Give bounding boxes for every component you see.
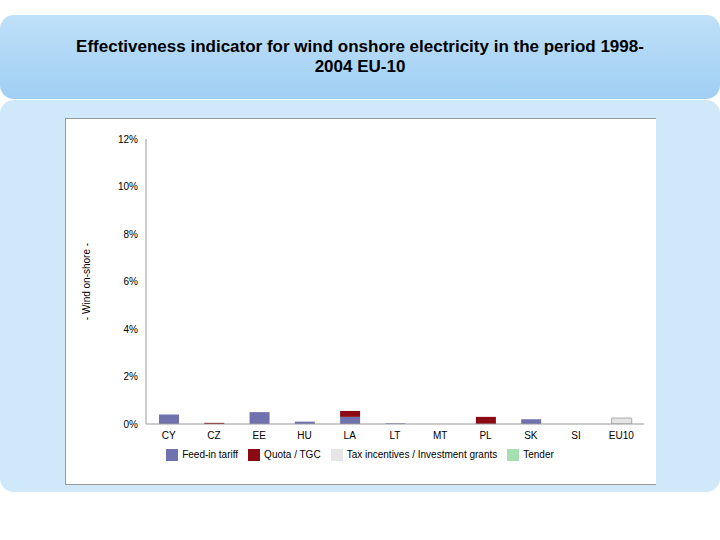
html-text:Effectiveness indicator for wi: Effectiveness indicator for wind onshore…: [76, 37, 644, 76]
svg-text:12%: 12%: [118, 134, 138, 145]
html-text:Tax incentives / Investment gr: Tax incentives / Investment grants: [346, 449, 498, 460]
svg-text:SI: SI: [571, 430, 580, 441]
svg-text:10%: 10%: [118, 181, 138, 192]
svg-text:8%: 8%: [124, 229, 139, 240]
svg-text:LA: LA: [344, 430, 357, 441]
svg-text:- Wind on-shore -: - Wind on-shore -: [81, 243, 92, 320]
svg-text:CY: CY: [162, 430, 176, 441]
html-text:Tender: Tender: [523, 449, 554, 460]
svg-text:LT: LT: [390, 430, 401, 441]
svg-text:HU: HU: [297, 430, 311, 441]
svg-text:SK: SK: [524, 430, 538, 441]
html-text:Feed-in tariff: Feed-in tariff: [182, 449, 239, 460]
svg-text:2%: 2%: [124, 371, 139, 382]
svg-text:PL: PL: [479, 430, 492, 441]
html-text:Quota / TGC: Quota / TGC: [264, 449, 321, 460]
svg-text:EU10: EU10: [609, 430, 634, 441]
svg-text:0%: 0%: [124, 419, 139, 430]
svg-text:4%: 4%: [124, 324, 139, 335]
svg-text:MT: MT: [433, 430, 447, 441]
svg-text:6%: 6%: [124, 276, 139, 287]
svg-text:CZ: CZ: [207, 430, 220, 441]
svg-text:EE: EE: [253, 430, 267, 441]
